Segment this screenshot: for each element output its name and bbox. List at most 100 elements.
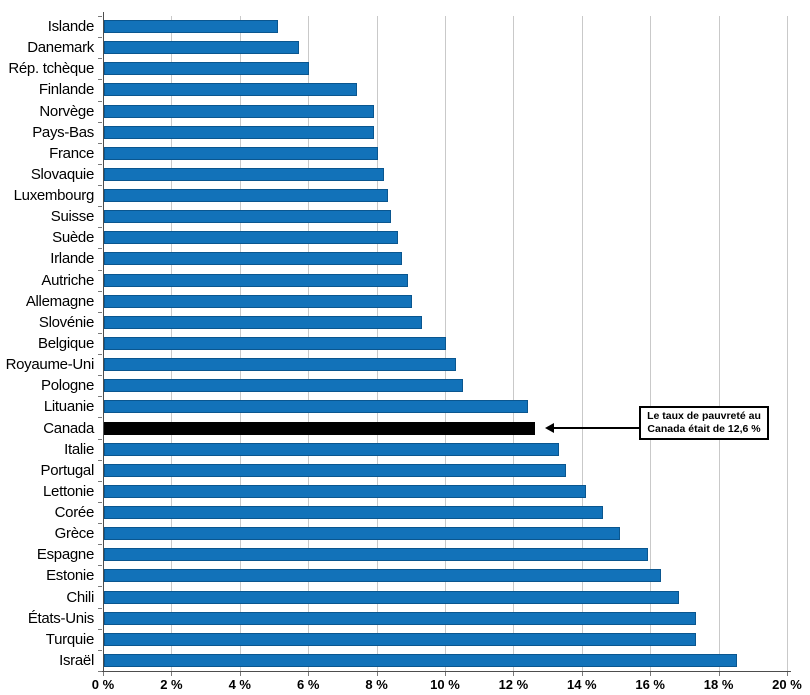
y-axis-tick: [98, 354, 102, 356]
category-label: Pays-Bas: [32, 123, 94, 141]
x-axis-tick: [171, 672, 173, 676]
bar-france: [104, 146, 378, 160]
y-axis-tick: [98, 206, 102, 208]
y-axis-tick: [98, 58, 102, 60]
bar-cor-e: [104, 506, 604, 520]
x-axis-tick: [650, 672, 652, 676]
category-label: Pologne: [41, 377, 94, 395]
category-label: Slovénie: [38, 313, 94, 331]
x-axis-tick: [239, 672, 241, 676]
category-label: Luxembourg: [13, 187, 95, 205]
category-label: Corée: [54, 504, 95, 522]
category-label: Suède: [52, 229, 94, 247]
category-label: Portugal: [40, 461, 95, 479]
y-axis-tick: [98, 332, 102, 334]
y-axis-tick: [98, 544, 102, 546]
category-label: Danemark: [27, 39, 94, 57]
bar-pologne: [104, 379, 464, 393]
x-axis-tick: [376, 672, 378, 676]
bar-isra-l: [104, 653, 737, 667]
bar-italie: [104, 442, 559, 456]
bar-belgique: [104, 337, 446, 350]
bar-chili: [104, 590, 679, 604]
y-axis-tick: [98, 311, 102, 313]
bar-suisse: [104, 210, 392, 224]
y-axis-tick: [98, 375, 102, 377]
x-axis-tick-label: 10 %: [430, 677, 460, 692]
y-axis-tick: [98, 248, 102, 250]
y-axis-tick: [98, 100, 102, 102]
bar-r-p-tch-que: [104, 62, 310, 76]
y-axis-tick: [98, 480, 102, 482]
category-label: Italie: [64, 440, 94, 458]
y-axis-tick: [98, 227, 102, 229]
bar-pays-bas: [104, 125, 375, 139]
y-axis-tick: [98, 501, 102, 503]
category-label: Canada: [43, 419, 94, 437]
x-axis-tick: [513, 672, 515, 676]
y-axis-tick: [98, 628, 102, 630]
x-axis-tick-label: 18 %: [703, 677, 734, 692]
bar-lituanie: [104, 400, 529, 414]
y-axis-tick: [98, 565, 102, 567]
category-label: Turquie: [45, 630, 95, 648]
y-axis-tick: [98, 121, 102, 123]
bar-portugal: [104, 463, 566, 477]
y-axis-tick: [98, 459, 102, 461]
bar-slov-nie: [104, 315, 423, 329]
y-axis-tick: [98, 16, 102, 17]
bar-norv-ge: [104, 104, 375, 118]
gridline: [650, 16, 652, 671]
x-axis-tick-label: 4 %: [228, 677, 251, 692]
annotation-text-line2: Canada était de 12,6 %: [647, 423, 761, 435]
y-axis-tick: [98, 142, 102, 144]
bar-espagne: [104, 548, 648, 562]
category-label: Autriche: [41, 271, 94, 289]
annotation-text-line1: Le taux de pauvreté au: [647, 410, 761, 422]
y-axis-tick: [98, 417, 102, 419]
y-axis-tick: [98, 671, 102, 672]
annotation-arrow-line: [551, 427, 639, 430]
category-label: Allemagne: [25, 292, 94, 310]
x-axis-tick: [445, 672, 446, 676]
bar-autriche: [104, 273, 409, 287]
x-axis-tick: [103, 672, 104, 676]
x-axis-tick-label: 2 %: [160, 677, 183, 692]
category-label: Israël: [59, 651, 94, 669]
y-axis-tick: [98, 37, 102, 39]
x-axis-line: [99, 671, 791, 672]
y-axis-tick: [98, 269, 102, 271]
x-axis-tick-label: 16 %: [635, 677, 665, 692]
y-axis-tick: [98, 438, 102, 440]
y-axis-line: [103, 12, 104, 671]
category-label: Suisse: [50, 208, 95, 226]
bar-lettonie: [104, 484, 587, 498]
category-label: Royaume-Uni: [5, 356, 95, 374]
gridline: [581, 16, 583, 671]
x-axis-tick-label: 14 %: [566, 677, 597, 692]
gridline: [513, 16, 515, 671]
y-axis-tick: [98, 185, 102, 187]
bar-islande: [104, 20, 279, 34]
bar-allemagne: [104, 294, 412, 308]
category-label: Estonie: [46, 567, 94, 585]
bar-danemark: [104, 41, 299, 55]
bar-canada: [104, 421, 535, 435]
category-label: Grèce: [54, 525, 95, 543]
category-label: Slovaquie: [30, 165, 94, 183]
bar--tats-unis: [104, 611, 696, 625]
y-axis-tick: [98, 607, 102, 609]
bar-irlande: [104, 252, 402, 266]
x-axis-tick-label: 6 %: [296, 677, 320, 692]
bar-su-de: [104, 231, 399, 245]
x-axis-tick: [308, 672, 310, 676]
category-label: Lettonie: [43, 482, 94, 500]
bar-luxembourg: [104, 189, 388, 203]
y-axis-tick: [98, 649, 102, 651]
bar-turquie: [104, 632, 696, 646]
category-label: Espagne: [36, 546, 94, 564]
y-axis-tick: [98, 523, 102, 525]
annotation-callout: Le taux de pauvreté au Canada était de 1…: [639, 406, 769, 440]
